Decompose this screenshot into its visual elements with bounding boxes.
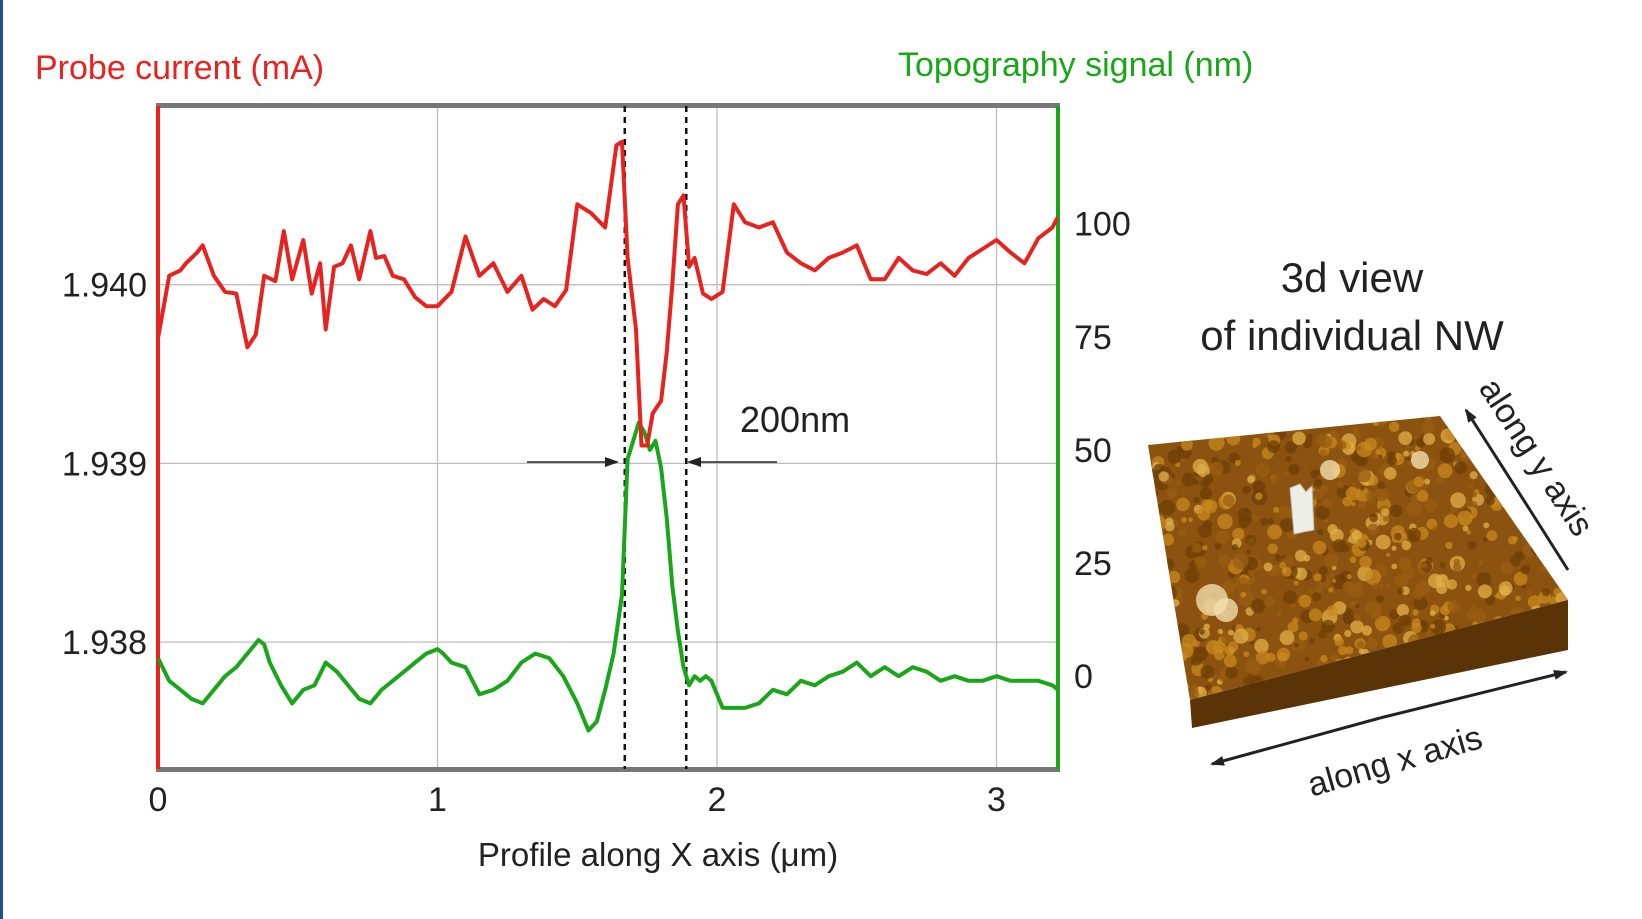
probe-current-series-line (158, 139, 1058, 448)
right-axis-title: Topography signal (nm) (898, 46, 1253, 84)
left-axis-title: Probe current (mA) (35, 49, 324, 87)
left-y-tick-label: 1.940 (62, 267, 147, 305)
right-y-tick-labels: 0 25 50 75 100 (1074, 206, 1131, 697)
grid-lines (158, 106, 1058, 769)
left-y-tick-label: 1.939 (62, 445, 147, 483)
inset-title-line2: of individual NW (1200, 312, 1504, 359)
x-tick-label: 1 (428, 781, 447, 819)
y-axis-arrow-lower (1528, 509, 1570, 571)
plot-top-border (156, 103, 1060, 108)
x-tick-label: 2 (708, 781, 727, 819)
right-y-tick-label: 75 (1074, 319, 1112, 357)
width-annotation: 200nm (740, 399, 850, 440)
x-tick-label: 0 (149, 781, 168, 819)
left-axis-line (156, 106, 160, 769)
slide-frame-edge (0, 0, 3, 919)
y-axis-arrow (1464, 408, 1532, 511)
right-y-tick-label: 25 (1074, 545, 1112, 583)
topography-series-line (158, 420, 1058, 733)
right-y-tick-label: 100 (1074, 206, 1131, 244)
left-y-tick-labels: 1.938 1.939 1.940 (62, 267, 147, 662)
right-axis-line (1056, 106, 1060, 769)
x-axis-arrow-right (1379, 670, 1568, 720)
x-tick-labels: 0 1 2 3 (149, 781, 1006, 819)
right-y-tick-label: 50 (1074, 432, 1112, 470)
x-axis-arrow (1210, 716, 1381, 766)
inset-title-line1: 3d view (1281, 254, 1424, 301)
plot-bottom-border (156, 767, 1060, 772)
x-axis-title: Profile along X axis (μm) (478, 836, 838, 873)
x-tick-label: 3 (987, 781, 1006, 819)
left-y-tick-label: 1.938 (62, 624, 147, 662)
afm-3d-surface-image (1148, 416, 1568, 728)
right-y-tick-label: 0 (1074, 658, 1093, 696)
